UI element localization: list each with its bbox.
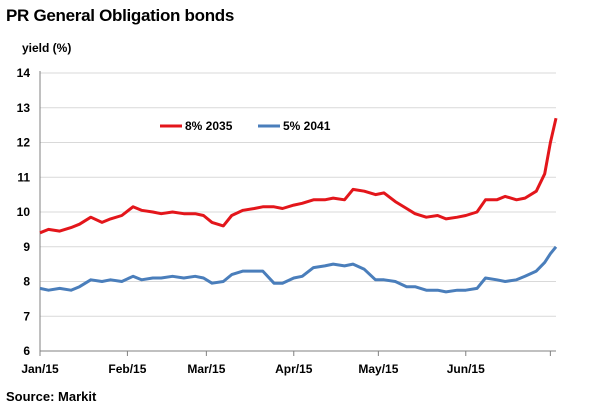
chart-title: PR General Obligation bonds — [6, 6, 235, 25]
x-tick-label: Mar/15 — [187, 362, 225, 376]
axes — [39, 71, 556, 356]
x-tick-labels: Jan/15 Feb/15 Mar/15 Apr/15 May/15 Jun/15 — [21, 362, 485, 376]
y-axis-label: yield (%) — [22, 41, 71, 55]
legend: 8% 2035 5% 2041 — [160, 119, 331, 133]
x-tick-label: May/15 — [358, 362, 398, 376]
y-tick-label: 8 — [23, 275, 30, 289]
y-tick-label: 9 — [23, 240, 30, 254]
source-note: Source: Markit — [6, 389, 97, 404]
series-line-1 — [39, 117, 558, 235]
y-tick-label: 10 — [17, 205, 31, 219]
gridlines — [40, 72, 556, 317]
x-tick-label: Jan/15 — [21, 362, 59, 376]
series-line-2 — [39, 245, 558, 294]
y-tick-label: 6 — [23, 344, 30, 358]
y-tick-label: 12 — [17, 136, 31, 150]
y-tick-labels: 6 7 8 9 10 11 12 13 14 — [17, 66, 31, 358]
y-tick-label: 14 — [17, 66, 31, 80]
legend-label-1: 8% 2035 — [185, 119, 233, 133]
x-tick-label: Jun/15 — [447, 362, 485, 376]
series-lines — [39, 117, 558, 294]
legend-label-2: 5% 2041 — [283, 119, 331, 133]
x-tick-label: Apr/15 — [275, 362, 313, 376]
y-tick-label: 13 — [17, 101, 31, 115]
y-tick-label: 11 — [17, 170, 30, 184]
y-tick-label: 7 — [23, 309, 30, 323]
x-tick-label: Feb/15 — [108, 362, 146, 376]
